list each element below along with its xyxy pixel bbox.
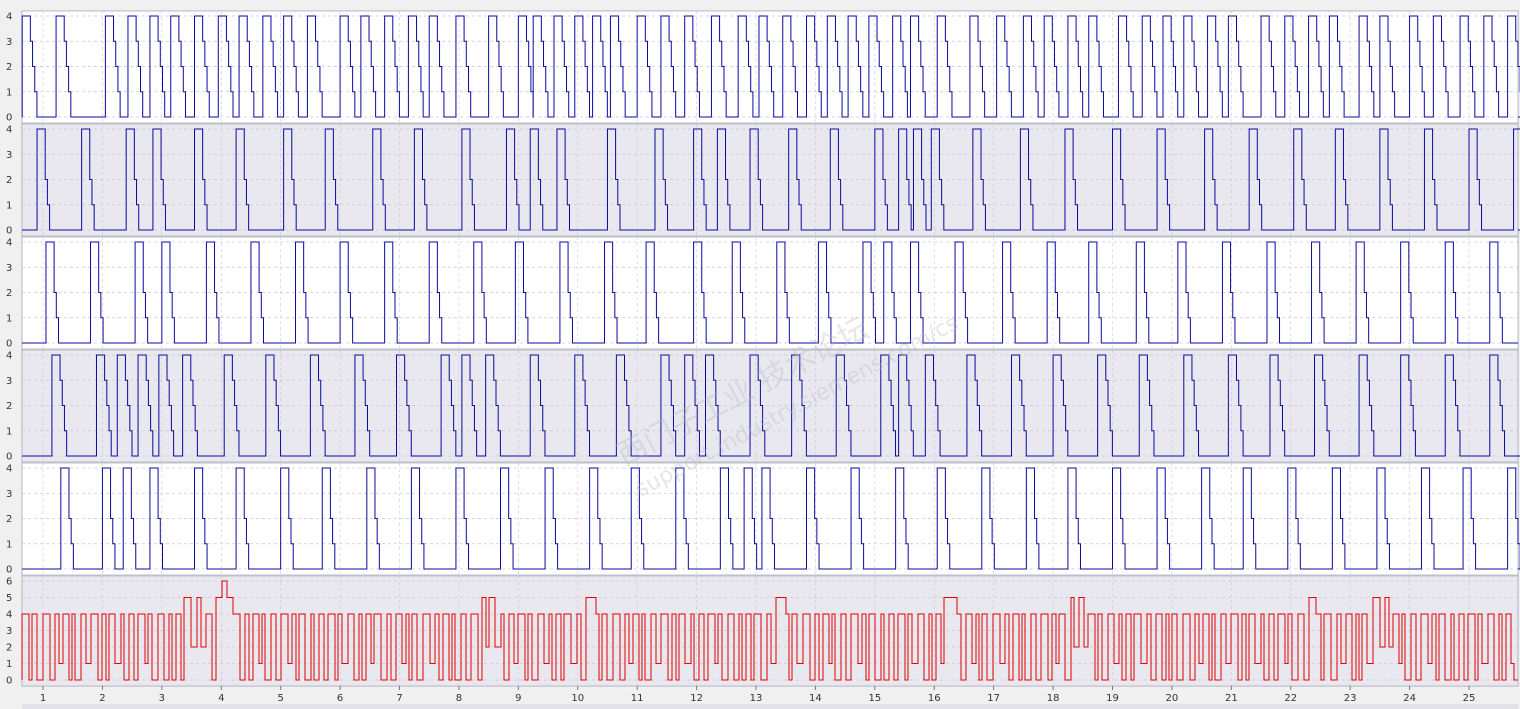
panel-2-trace[interactable]: [22, 128, 1520, 231]
panel-5-ytick-0: 0: [6, 565, 12, 576]
x-tick-15: 15: [868, 693, 881, 704]
panel-3-trace[interactable]: [22, 241, 1518, 344]
panel-3-ytick-0: 0: [6, 339, 12, 350]
panel-4-background: [21, 349, 1519, 463]
panel-4-ytick-2: 2: [6, 401, 12, 412]
panel-3-ytick-4: 4: [6, 238, 12, 249]
horizontal-scrollbar[interactable]: [22, 704, 1518, 709]
panel-1-ytick-4: 4: [6, 12, 12, 23]
panel-1-ytick-3: 3: [6, 37, 12, 48]
x-tick-19: 19: [1106, 693, 1119, 704]
x-tick-25: 25: [1463, 693, 1476, 704]
x-tick-16: 16: [928, 693, 941, 704]
panel-1-ytick-0: 0: [6, 113, 12, 124]
x-tick-7: 7: [396, 693, 402, 704]
panel-6-ytick-5: 5: [6, 593, 12, 604]
x-tick-17: 17: [987, 693, 1000, 704]
x-tick-1: 1: [40, 693, 46, 704]
panel-5-trace[interactable]: [22, 467, 1520, 570]
panel-3-background: [21, 236, 1519, 350]
x-tick-10: 10: [571, 693, 584, 704]
x-tick-6: 6: [337, 693, 343, 704]
panel-6-trace[interactable]: [21, 580, 1518, 681]
x-tick-12: 12: [690, 693, 703, 704]
x-tick-3: 3: [159, 693, 165, 704]
x-tick-18: 18: [1047, 693, 1060, 704]
panel-3-ytick-2: 2: [6, 288, 12, 299]
x-tick-5: 5: [277, 693, 283, 704]
panel-2-ytick-2: 2: [6, 175, 12, 186]
panel-6-ytick-0: 0: [6, 676, 12, 687]
x-tick-21: 21: [1225, 693, 1238, 704]
panel-5-ytick-4: 4: [6, 464, 12, 475]
x-tick-23: 23: [1344, 693, 1357, 704]
panel-1-ytick-1: 1: [6, 87, 12, 98]
x-tick-20: 20: [1166, 693, 1179, 704]
panel-2-ytick-1: 1: [6, 200, 12, 211]
panel-5-ytick-2: 2: [6, 514, 12, 525]
panel-4-ytick-1: 1: [6, 426, 12, 437]
panel-1-ytick-2: 2: [6, 62, 12, 73]
panel-4-ytick-4: 4: [6, 351, 12, 362]
panel-2-ytick-4: 4: [6, 125, 12, 136]
x-tick-4: 4: [218, 693, 224, 704]
panel-6-ytick-2: 2: [6, 643, 12, 654]
x-tick-13: 13: [750, 693, 763, 704]
panel-2-ytick-3: 3: [6, 150, 12, 161]
x-tick-2: 2: [99, 693, 105, 704]
panel-4-ytick-3: 3: [6, 376, 12, 387]
panel-3-ytick-3: 3: [6, 263, 12, 274]
x-tick-9: 9: [515, 693, 521, 704]
x-tick-11: 11: [631, 693, 644, 704]
panel-4-trace[interactable]: [22, 354, 1520, 457]
panel-6-ytick-6: 6: [6, 577, 12, 588]
x-tick-8: 8: [456, 693, 462, 704]
panel-2-background: [21, 123, 1519, 237]
panel-6-ytick-1: 1: [6, 659, 12, 670]
panel-4-ytick-0: 0: [6, 452, 12, 463]
panel-2-ytick-0: 0: [6, 226, 12, 237]
x-tick-24: 24: [1403, 693, 1416, 704]
panel-6-ytick-4: 4: [6, 610, 12, 621]
panel-5-ytick-3: 3: [6, 489, 12, 500]
x-tick-14: 14: [809, 693, 822, 704]
panel-1-trace[interactable]: [21, 15, 1520, 118]
panel-3-ytick-1: 1: [6, 313, 12, 324]
panel-5-ytick-1: 1: [6, 539, 12, 550]
panel-6-background: [21, 575, 1519, 687]
x-tick-22: 22: [1284, 693, 1297, 704]
panel-6-ytick-3: 3: [6, 626, 12, 637]
